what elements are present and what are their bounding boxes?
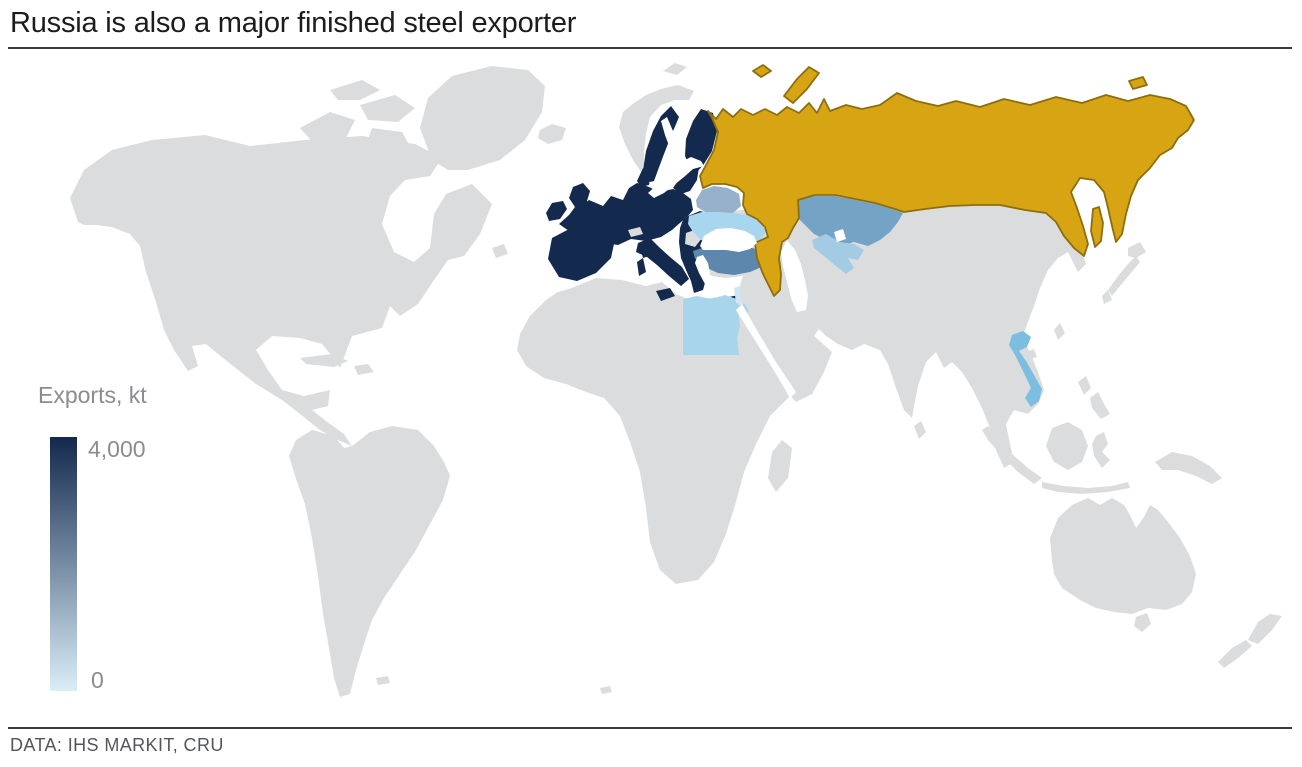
- map-region-sulawesi: [1092, 432, 1110, 468]
- map-region-egypt: [683, 295, 749, 355]
- map-region-eu-baltics: [673, 163, 699, 194]
- red-sea: [736, 304, 796, 398]
- map-region-eu-sardinia: [637, 258, 646, 276]
- map-region-belarus: [696, 186, 741, 215]
- map-region-arctic-island-3: [366, 128, 412, 158]
- black-sea: [700, 228, 757, 252]
- map-region-eu-italy: [636, 238, 689, 286]
- map-region-norway: [619, 85, 694, 172]
- map-region-madagascar: [768, 440, 792, 492]
- map-region-falklands: [376, 676, 390, 685]
- baltic-sea: [648, 117, 704, 198]
- map-region-honshu: [1108, 256, 1140, 296]
- map-region-eu-central: [577, 183, 693, 245]
- map-region-sakhalin: [1090, 206, 1104, 248]
- map-region-arctic-island-4: [330, 80, 380, 100]
- map-region-taiwan: [1054, 323, 1065, 340]
- map-region-greenland: [420, 66, 545, 170]
- aegean-sea: [695, 255, 710, 284]
- map-region-vietnam: [1009, 331, 1042, 407]
- map-region-uzbekistan: [812, 234, 864, 274]
- map-region-franz-josef: [752, 64, 772, 78]
- map-region-eu-corsica: [641, 247, 649, 258]
- map-region-kazakhstan: [795, 196, 903, 246]
- map-region-north-america: [70, 135, 492, 446]
- map-region-newfoundland: [492, 244, 508, 258]
- map-region-arctic-island-1: [300, 112, 355, 145]
- map-region-switzerland: [628, 227, 643, 237]
- map-region-tasmania: [1134, 613, 1151, 632]
- map-region-levant: [734, 286, 741, 304]
- map-region-russia: [699, 92, 1195, 297]
- title-rule: [8, 47, 1292, 49]
- map-region-new-guinea: [1155, 452, 1222, 484]
- map-region-nz-south: [1218, 640, 1252, 668]
- map-region-australia: [1050, 498, 1196, 614]
- page-title: Russia is also a major finished steel ex…: [10, 7, 577, 39]
- map-region-java: [1042, 482, 1130, 494]
- map-region-hispaniola: [354, 364, 374, 375]
- footer-rule: [8, 727, 1292, 729]
- map-region-svalbard: [663, 63, 687, 75]
- map-region-kyushu: [1102, 290, 1112, 304]
- map-region-south-georgia: [600, 686, 612, 694]
- map-region-uk: [559, 183, 604, 231]
- map-region-wrangel: [1128, 76, 1148, 90]
- map-region-eu-finland: [685, 109, 717, 172]
- map-region-arctic-island-2: [360, 95, 415, 122]
- map-region-eu-sicily: [656, 288, 675, 301]
- map-region-philippines-2: [1090, 392, 1110, 419]
- map-region-south-america: [289, 426, 450, 697]
- map-region-iceland: [538, 124, 566, 144]
- seas-group: [648, 117, 846, 398]
- map-region-hainan: [1026, 349, 1037, 360]
- map-region-cuba: [300, 354, 348, 367]
- persian-gulf: [814, 330, 836, 352]
- map-region-borneo: [1046, 422, 1088, 470]
- map-region-sumatra: [982, 426, 1042, 484]
- map-region-philippines-1: [1078, 376, 1091, 395]
- caspian-sea: [781, 240, 808, 312]
- map-region-sri-lanka: [914, 421, 926, 439]
- aral-sea: [834, 229, 846, 242]
- map-region-hokkaido: [1128, 242, 1146, 258]
- map-region-novaya-zemlya: [783, 66, 820, 104]
- map-region-turkey: [700, 245, 770, 275]
- russia-group: [699, 64, 1195, 297]
- map-region-ireland: [546, 201, 567, 221]
- source-text: DATA: IHS MARKIT, CRU: [10, 735, 224, 755]
- map-region-nz-north: [1248, 614, 1282, 644]
